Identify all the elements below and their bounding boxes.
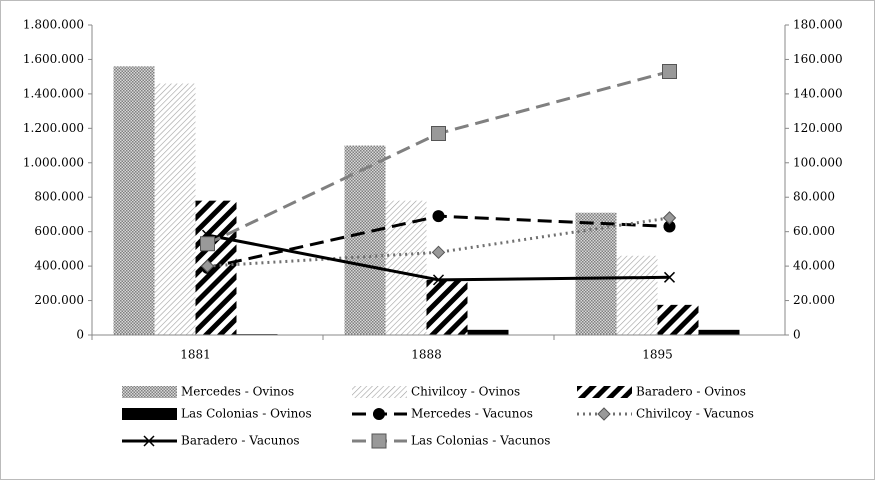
bar: [657, 304, 699, 335]
line-marker: [662, 211, 677, 225]
bar: [113, 66, 155, 335]
legend-swatch: [577, 386, 632, 398]
x-tick-label: 1888: [411, 348, 442, 362]
y2-tick-label: 160.000: [793, 52, 843, 66]
legend-marker: [597, 407, 611, 421]
bar: [467, 329, 509, 335]
y-tick-label: 200.000: [34, 293, 84, 307]
y-tick-label: 1.600.000: [23, 52, 84, 66]
legend-swatch: [122, 386, 177, 398]
line-marker: [663, 271, 676, 283]
line-marker: [200, 259, 215, 273]
legend-label: Las Colonias - Ovinos: [181, 407, 312, 421]
bar: [698, 329, 740, 335]
y2-tick-label: 140.000: [793, 86, 843, 100]
y2-tick-label: 20.000: [793, 293, 835, 307]
bar: [154, 83, 196, 335]
y2-tick-label: 80.000: [793, 190, 835, 204]
legend-marker: [373, 408, 385, 420]
y2-tick-label: 0: [793, 328, 801, 342]
line-marker: [200, 236, 215, 252]
y-tick-label: 400.000: [34, 259, 84, 273]
legend-label: Mercedes - Ovinos: [181, 385, 294, 399]
legend-label: Chivilcoy - Ovinos: [411, 385, 520, 399]
y-tick-label: 0: [76, 328, 84, 342]
legend-swatch: [122, 408, 177, 420]
bar: [344, 145, 386, 335]
y-tick-label: 1.800.000: [23, 18, 84, 32]
y-tick-label: 600.000: [34, 224, 84, 238]
line-marker: [663, 220, 676, 233]
bar: [616, 255, 658, 335]
bar: [575, 212, 617, 335]
bar: [426, 279, 468, 335]
y2-tick-label: 120.000: [793, 121, 843, 135]
y-tick-label: 800.000: [34, 190, 84, 204]
y-tick-label: 1.000.000: [23, 155, 84, 169]
legend-label: Chivilcoy - Vacunos: [636, 407, 754, 421]
bar: [385, 200, 427, 335]
line-marker: [431, 245, 446, 260]
legend-swatch: [352, 386, 407, 398]
y-tick-label: 1.200.000: [23, 121, 84, 135]
x-tick-label: 1895: [642, 348, 673, 362]
y-tick-label: 1.400.000: [23, 86, 84, 100]
line-marker: [431, 126, 446, 141]
legend-label: Baradero - Ovinos: [636, 385, 746, 399]
legend-label: Baradero - Vacunos: [181, 434, 300, 448]
line-marker: [662, 64, 677, 79]
line-marker: [432, 210, 445, 223]
legend-marker: [371, 433, 387, 449]
y2-tick-label: 40.000: [793, 259, 835, 273]
y2-tick-label: 180.000: [793, 18, 843, 32]
line-marker: [432, 274, 445, 286]
x-tick-label: 1881: [180, 348, 211, 362]
legend-label: Mercedes - Vacunos: [411, 407, 533, 421]
legend-label: Las Colonias - Vacunos: [411, 434, 550, 448]
y2-tick-label: 60.000: [793, 224, 835, 238]
y2-tick-label: 100.000: [793, 155, 843, 169]
legend-marker: [143, 435, 155, 447]
